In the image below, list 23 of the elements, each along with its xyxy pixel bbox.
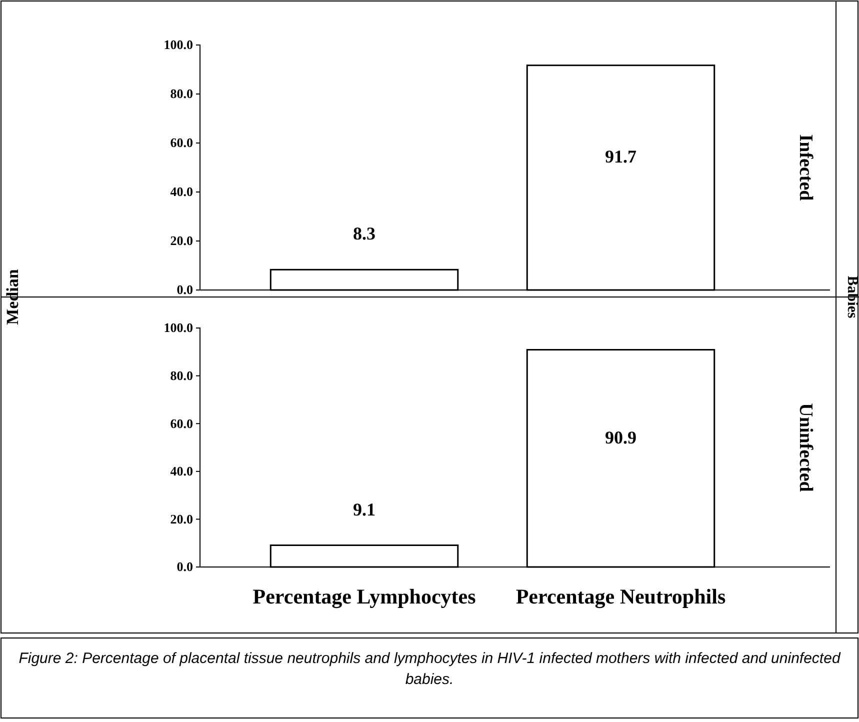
y-tick-label: 0.0 [176,559,193,574]
x-tick-label: Percentage Neutrophils [516,584,726,609]
data-label: 8.3 [353,224,376,244]
y-tick-label: 60.0 [170,416,193,431]
text: Uninfected [795,403,816,492]
x-tick-label: Percentage Lymphocytes [252,584,476,609]
caption: Figure 2: Percentage of placental tissue neutrophils and lymphocytes in HIV-1 infected mothers with infected and uninfected babies. [18,649,842,690]
data-label: 90.9 [604,427,636,448]
y-tick-label: 100.0 [164,320,193,336]
y-tick-label: 80.0 [170,86,193,102]
y-tick-label: 100.0 [164,37,193,52]
y-tick-label: 0.0 [176,282,193,298]
y-tick-label: 60.0 [170,135,193,150]
text: Babies [844,276,859,318]
y-tick-label: 40.0 [170,464,193,479]
y-tick-label: 20.0 [170,233,193,248]
y-tick-label: 40.0 [170,184,193,200]
data-label: 9.1 [353,499,376,520]
y-tick-label: 20.0 [170,511,193,526]
data-label: 91.7 [604,146,636,167]
y-axis-title: Median [3,268,22,325]
y-tick-label: 80.0 [170,368,193,383]
text: Infected [795,134,816,202]
